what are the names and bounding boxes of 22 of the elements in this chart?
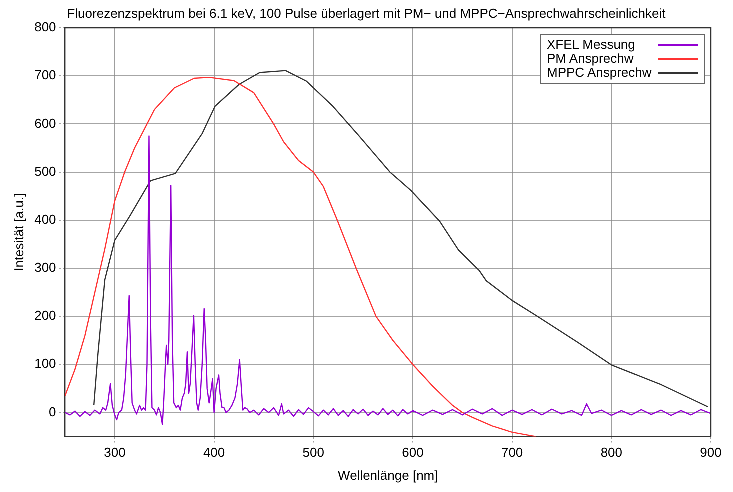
y-tick-label: 800: [34, 20, 56, 35]
y-tick-label: 200: [34, 308, 56, 324]
x-axis-title: Wellenlänge [nm]: [338, 468, 438, 483]
legend-label: PM Ansprechw: [547, 51, 634, 66]
x-tick-label: 300: [104, 445, 126, 460]
x-tick-label: 900: [700, 445, 722, 460]
x-tick-label: 400: [203, 445, 226, 460]
y-tick-label: 400: [34, 212, 56, 227]
x-tick-label: 800: [600, 445, 623, 460]
y-axis-title: Intesität [a.u.]: [11, 193, 26, 272]
legend-label: XFEL Messung: [547, 37, 636, 52]
x-tick-label: 500: [302, 445, 324, 460]
legend-label: MPPC Ansprechw: [547, 65, 652, 80]
y-tick-label: 600: [34, 116, 56, 131]
y-tick-label: 0: [49, 404, 56, 420]
y-tick-label: 500: [34, 164, 56, 179]
y-tick-label: 300: [34, 260, 56, 276]
x-tick-label: 700: [501, 445, 524, 460]
y-tick-label: 700: [34, 68, 56, 83]
y-tick-label: 100: [34, 356, 56, 372]
chart-title: Fluorezenzspektrum bei 6.1 keV, 100 Pulse überlagert mit PM− und MPPC−Ansprechwahrscheinlichkeit: [66, 6, 667, 21]
x-tick-label: 600: [402, 445, 424, 460]
